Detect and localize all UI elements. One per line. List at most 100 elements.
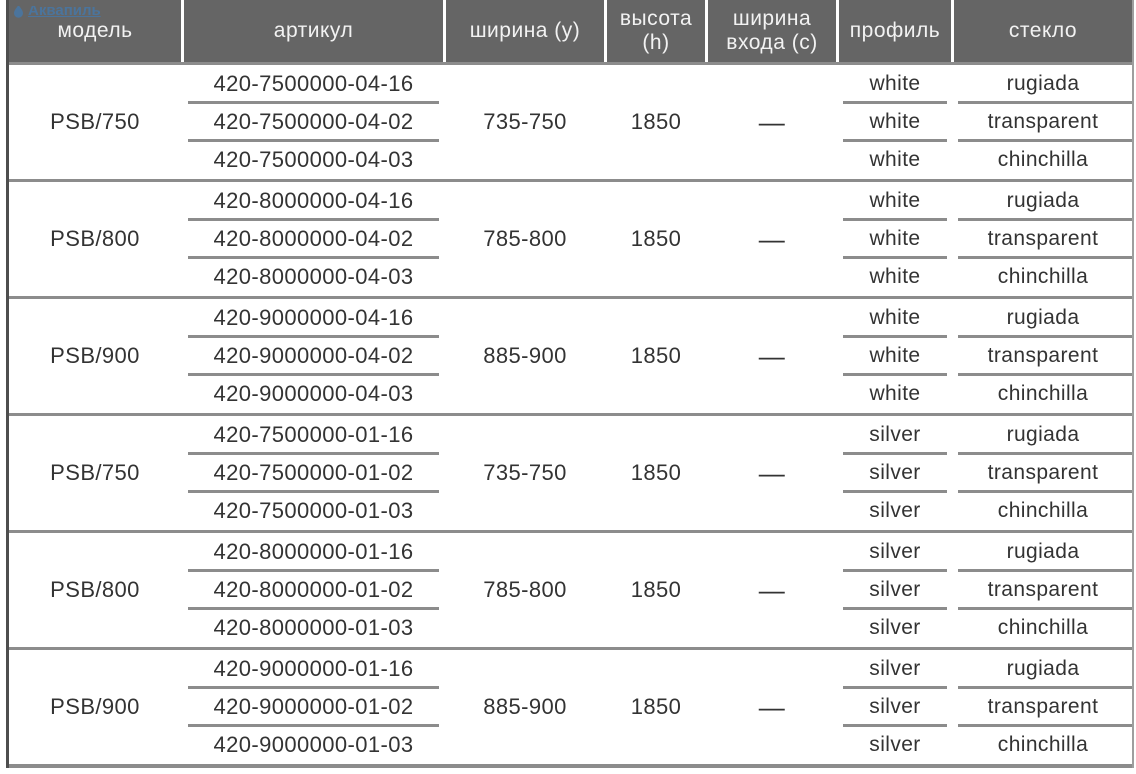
- entry-width-cell: —: [758, 223, 786, 254]
- profile-cell: silver: [839, 533, 951, 572]
- header-divider: [9, 62, 1132, 65]
- width-cell: 735-750: [483, 109, 567, 134]
- water-drop-icon: [12, 6, 25, 18]
- article-cell: 420-7500000-01-03: [213, 498, 414, 523]
- group-divider: [9, 179, 1132, 182]
- glass-cell: transparent: [954, 688, 1132, 727]
- height-cell: 1850: [630, 226, 682, 251]
- profile-column: white white white: [839, 299, 951, 413]
- entry-width-cell: —: [758, 574, 786, 605]
- profile-cell: white: [869, 265, 921, 288]
- profile-cell: silver: [839, 688, 951, 727]
- glass-cell: transparent: [954, 103, 1132, 142]
- spec-table: модель артикул ширина (у) высота (h) шир…: [6, 0, 1134, 768]
- article-cell: 420-9000000-01-03: [213, 732, 414, 757]
- header-article: артикул: [184, 0, 443, 62]
- group-divider: [9, 647, 1132, 650]
- table-group: PSB/900 420-9000000-01-16 420-9000000-01…: [9, 650, 1132, 764]
- glass-cell: rugiada: [954, 299, 1132, 338]
- table-group: PSB/900 420-9000000-04-16 420-9000000-04…: [9, 299, 1132, 413]
- article-cell: 420-8000000-01-03: [213, 615, 414, 640]
- glass-cell: rugiada: [954, 65, 1132, 104]
- glass-cell: transparent: [954, 454, 1132, 493]
- profile-cell: white: [869, 148, 921, 171]
- article-cell: 420-9000000-04-03: [213, 381, 414, 406]
- width-cell: 785-800: [483, 577, 567, 602]
- group-divider: [9, 530, 1132, 533]
- glass-cell: transparent: [954, 337, 1132, 376]
- glass-cell: rugiada: [954, 182, 1132, 221]
- model-cell: PSB/900: [50, 343, 140, 368]
- table-bottom-border: [9, 764, 1132, 768]
- width-cell: 735-750: [483, 460, 567, 485]
- glass-cell: chinchilla: [997, 733, 1089, 756]
- model-cell: PSB/900: [50, 694, 140, 719]
- glass-cell: chinchilla: [997, 382, 1089, 405]
- model-cell: PSB/800: [50, 226, 140, 251]
- table-group: PSB/800 420-8000000-04-16 420-8000000-04…: [9, 182, 1132, 296]
- article-cell: 420-8000000-04-16: [184, 182, 443, 221]
- article-column: 420-9000000-04-16 420-9000000-04-02 420-…: [184, 299, 443, 413]
- profile-cell: silver: [839, 650, 951, 689]
- profile-cell: white: [839, 182, 951, 221]
- article-cell: 420-8000000-04-03: [213, 264, 414, 289]
- group-divider: [9, 296, 1132, 299]
- glass-cell: chinchilla: [997, 616, 1089, 639]
- article-cell: 420-7500000-04-02: [184, 103, 443, 142]
- profile-column: white white white: [839, 182, 951, 296]
- model-cell: PSB/800: [50, 577, 140, 602]
- brand-logo-link[interactable]: Аквапиль: [12, 2, 101, 19]
- profile-cell: white: [839, 337, 951, 376]
- article-cell: 420-9000000-04-02: [184, 337, 443, 376]
- profile-cell: white: [839, 103, 951, 142]
- article-cell: 420-8000000-01-16: [184, 533, 443, 572]
- profile-column: silver silver silver: [839, 416, 951, 530]
- profile-cell: silver: [839, 416, 951, 455]
- glass-cell: transparent: [954, 571, 1132, 610]
- entry-width-cell: —: [758, 106, 786, 137]
- entry-width-cell: —: [758, 691, 786, 722]
- glass-column: rugiada transparent chinchilla: [954, 650, 1132, 764]
- profile-cell: white: [869, 382, 921, 405]
- article-cell: 420-8000000-01-02: [184, 571, 443, 610]
- group-divider: [9, 413, 1132, 416]
- article-cell: 420-8000000-04-02: [184, 220, 443, 259]
- article-cell: 420-9000000-04-16: [184, 299, 443, 338]
- glass-cell: rugiada: [954, 533, 1132, 572]
- profile-cell: white: [839, 220, 951, 259]
- table-group: PSB/750 420-7500000-01-16 420-7500000-01…: [9, 416, 1132, 530]
- article-column: 420-9000000-01-16 420-9000000-01-02 420-…: [184, 650, 443, 764]
- entry-width-cell: —: [758, 457, 786, 488]
- header-width: ширина (у): [446, 0, 604, 62]
- height-cell: 1850: [630, 109, 682, 134]
- article-column: 420-7500000-04-16 420-7500000-04-02 420-…: [184, 65, 443, 179]
- header-profile: профиль: [839, 0, 951, 62]
- glass-cell: chinchilla: [997, 148, 1089, 171]
- brand-logo-text: Аквапиль: [28, 2, 101, 19]
- article-cell: 420-9000000-01-02: [184, 688, 443, 727]
- profile-cell: white: [839, 65, 951, 104]
- glass-column: rugiada transparent chinchilla: [954, 182, 1132, 296]
- height-cell: 1850: [630, 694, 682, 719]
- article-cell: 420-7500000-01-16: [184, 416, 443, 455]
- table-group: PSB/750 420-7500000-04-16 420-7500000-04…: [9, 65, 1132, 179]
- profile-cell: silver: [839, 571, 951, 610]
- glass-cell: rugiada: [954, 416, 1132, 455]
- profile-cell: silver: [869, 733, 921, 756]
- height-cell: 1850: [630, 343, 682, 368]
- width-cell: 885-900: [483, 343, 567, 368]
- article-cell: 420-7500000-04-03: [213, 147, 414, 172]
- table-header-row: модель артикул ширина (у) высота (h) шир…: [9, 0, 1132, 62]
- article-cell: 420-7500000-04-16: [184, 65, 443, 104]
- profile-cell: white: [839, 299, 951, 338]
- article-column: 420-8000000-01-16 420-8000000-01-02 420-…: [184, 533, 443, 647]
- glass-column: rugiada transparent chinchilla: [954, 416, 1132, 530]
- profile-column: silver silver silver: [839, 650, 951, 764]
- width-cell: 885-900: [483, 694, 567, 719]
- article-cell: 420-9000000-01-16: [184, 650, 443, 689]
- profile-cell: silver: [869, 616, 921, 639]
- table-body: PSB/750 420-7500000-04-16 420-7500000-04…: [9, 65, 1132, 764]
- glass-column: rugiada transparent chinchilla: [954, 533, 1132, 647]
- profile-column: silver silver silver: [839, 533, 951, 647]
